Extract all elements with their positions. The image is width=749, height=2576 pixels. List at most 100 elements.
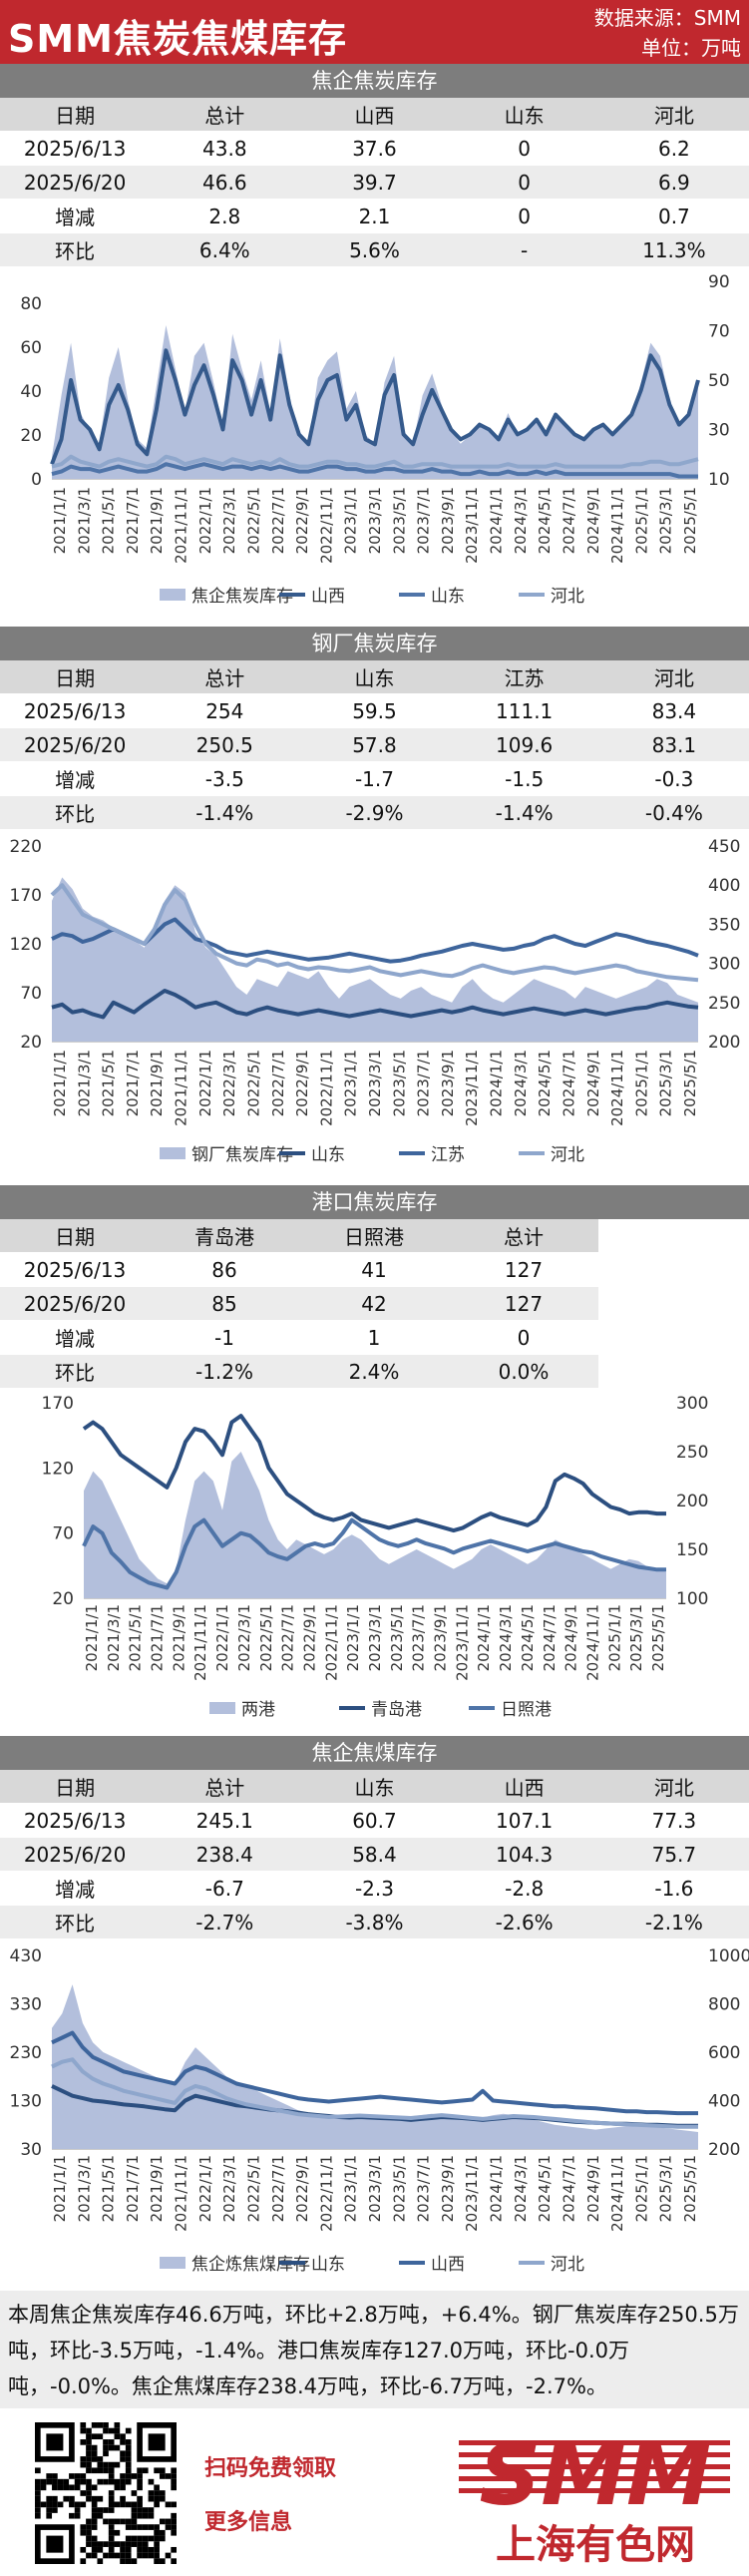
x-tick-label: 2023/7/1 (415, 487, 433, 554)
legend-label: 两港 (241, 1700, 275, 1720)
legend-swatch (160, 589, 186, 601)
x-tick-label: 2021/7/1 (124, 2155, 142, 2222)
header-bar: SMM焦炭焦煤库存 数据来源：SMM 单位：万吨 (0, 0, 749, 64)
x-tick-label: 2022/9/1 (293, 487, 311, 554)
x-tick-label: 2024/7/1 (560, 1050, 577, 1116)
table-cell: 2025/6/13 (0, 1803, 151, 1838)
qr-code-icon[interactable] (28, 2422, 184, 2564)
table-cell: 增减 (0, 1871, 151, 1906)
y-right-tick-label: 200 (708, 1033, 740, 1053)
y-left-tick-label: 120 (42, 1459, 74, 1479)
x-tick-label: 2021/9/1 (148, 2155, 166, 2222)
x-tick-label: 2024/1/1 (488, 2155, 506, 2222)
table-cell: 2.1 (299, 199, 450, 233)
table-cell: 6.2 (598, 131, 749, 166)
x-tick-label: 2024/1/1 (475, 1604, 493, 1671)
table-header-cell: 河北 (598, 660, 749, 694)
table-header-cell: 日期 (0, 98, 151, 132)
x-tick-label: 2022/11/1 (322, 1604, 340, 1681)
x-tick-label: 2021/1/1 (51, 1050, 69, 1116)
x-tick-label: 2025/1/1 (632, 2155, 650, 2222)
table-header-cell: 山西 (299, 98, 450, 132)
x-tick-label: 2024/5/1 (536, 1050, 554, 1116)
x-tick-label: 2022/1/1 (196, 1050, 214, 1116)
legend-label: 河北 (551, 2255, 584, 2275)
x-tick-label: 2023/5/1 (390, 1050, 408, 1116)
table-row: 2025/6/20 250.5 57.8 109.6 83.1 (0, 727, 749, 762)
table-coke-plant: 日期 总计 山西 山东 河北 2025/6/13 43.8 37.6 0 6.2 202… (0, 98, 749, 267)
table-cell: -1 (150, 1320, 299, 1355)
x-tick-label: 2022/5/1 (244, 487, 262, 554)
series-line (51, 2030, 698, 2116)
table-cell: 0 (449, 131, 599, 166)
y-left-tick-label: 20 (52, 1589, 74, 1609)
table-row: 环比 6.4% 5.6% -11.3% (0, 232, 749, 267)
table-cell: -2.1% (598, 1905, 749, 1939)
summary-text: 本周焦企焦炭库存46.6万吨，环比+2.8万吨，+6.4%。钢厂焦炭库存250.… (8, 2303, 739, 2398)
x-tick-label: 2023/3/1 (366, 487, 384, 554)
table-cell: 6.9 (598, 165, 749, 200)
x-tick-label: 2024/9/1 (584, 2155, 602, 2222)
x-tick-label: 2022/11/1 (317, 1050, 335, 1126)
smm-logo: SMM 上海有色网 (459, 2425, 730, 2568)
legend-label: 山东 (431, 587, 465, 607)
table-cell: -1.2% (150, 1354, 299, 1389)
table-empty-cell (598, 1252, 749, 1287)
y-right-tick-label: 450 (708, 837, 740, 857)
x-tick-label: 2021/9/1 (170, 1604, 187, 1671)
x-tick-label: 2024/5/1 (536, 487, 554, 554)
section-title-steel-mill: 钢厂焦炭库存 (0, 627, 749, 660)
table-cell: 2.8 (150, 199, 300, 233)
y-right-tick-label: 250 (708, 994, 740, 1014)
x-tick-label: 2021/3/1 (75, 2155, 93, 2222)
x-tick-label: 2024/7/1 (541, 1604, 559, 1671)
source-info: 数据来源：SMM 单位：万吨 (594, 3, 741, 63)
y-right-tick-label: 30 (708, 421, 730, 441)
series-line (51, 454, 699, 469)
table-cell: 37.6 (299, 131, 450, 166)
table-row: 2025/6/13 245.1 60.7 107.1 77.3 (0, 1803, 749, 1838)
legend-label: 河北 (551, 587, 584, 607)
series-area (52, 1984, 698, 2149)
table-empty-cell (598, 1286, 749, 1321)
series-line (50, 883, 699, 983)
legend-label: 山西 (311, 587, 345, 607)
table-row: 增减 -6.7 -2.3 -2.8 -1.6 (0, 1871, 749, 1906)
promo-line-2: 更多信息 (204, 2510, 293, 2535)
table-cell: 2025/6/20 (0, 727, 151, 762)
table-cell: 2.4% (299, 1354, 449, 1389)
x-tick-label: 2021/11/1 (173, 487, 190, 564)
table-cell: 83.4 (598, 693, 749, 728)
x-tick-label: 2023/9/1 (439, 487, 457, 554)
x-tick-label: 2022/9/1 (300, 1604, 318, 1671)
x-tick-label: 2021/11/1 (173, 2155, 190, 2232)
x-tick-label: 2023/3/1 (366, 2155, 384, 2222)
table-cell: 46.6 (150, 165, 300, 200)
x-tick-label: 2021/1/1 (51, 2155, 69, 2222)
chart-coke-plant: 0 20 40 60 80 10 30 50 70 90 2021/1/1 2021/3/1 2021/… (20, 272, 730, 607)
x-tick-label: 2023/1/1 (344, 1604, 362, 1671)
table-cell: 104.3 (449, 1837, 599, 1872)
x-tick-label: 2023/11/1 (463, 2155, 481, 2232)
y-left-tick-label: 80 (20, 294, 42, 314)
x-tick-label: 2021/9/1 (148, 487, 166, 554)
y-right-tick-label: 400 (708, 876, 740, 896)
section-title-coke-plant: 焦企焦炭库存 (0, 64, 749, 98)
logo-stripes-icon (459, 2440, 730, 2493)
table-header-cell: 日期 (0, 1770, 151, 1804)
table-cell: 250.5 (150, 727, 300, 762)
x-tick-label: 2024/1/1 (488, 487, 506, 554)
summary-box: 本周焦企焦炭库存46.6万吨，环比+2.8万吨，+6.4%。钢厂焦炭库存250.… (0, 2291, 749, 2408)
table-cell: 6.4% (150, 232, 300, 267)
table-cell: 57.8 (299, 727, 450, 762)
x-tick-label: 2022/3/1 (235, 1604, 253, 1671)
section-title-port: 港口焦炭库存 (0, 1185, 749, 1219)
table-cell: 2025/6/20 (0, 165, 151, 200)
x-tick-label: 2022/3/1 (220, 2155, 238, 2222)
y-right-tick-label: 200 (676, 1492, 708, 1511)
table-cell: -0.3 (598, 761, 749, 796)
footer: 扫码免费领取 更多信息 SMM 上海有色网 (0, 2408, 749, 2576)
table-cell: 75.7 (598, 1837, 749, 1872)
table-cell: -2.9% (299, 795, 450, 830)
x-tick-label: 2022/9/1 (293, 1050, 311, 1116)
